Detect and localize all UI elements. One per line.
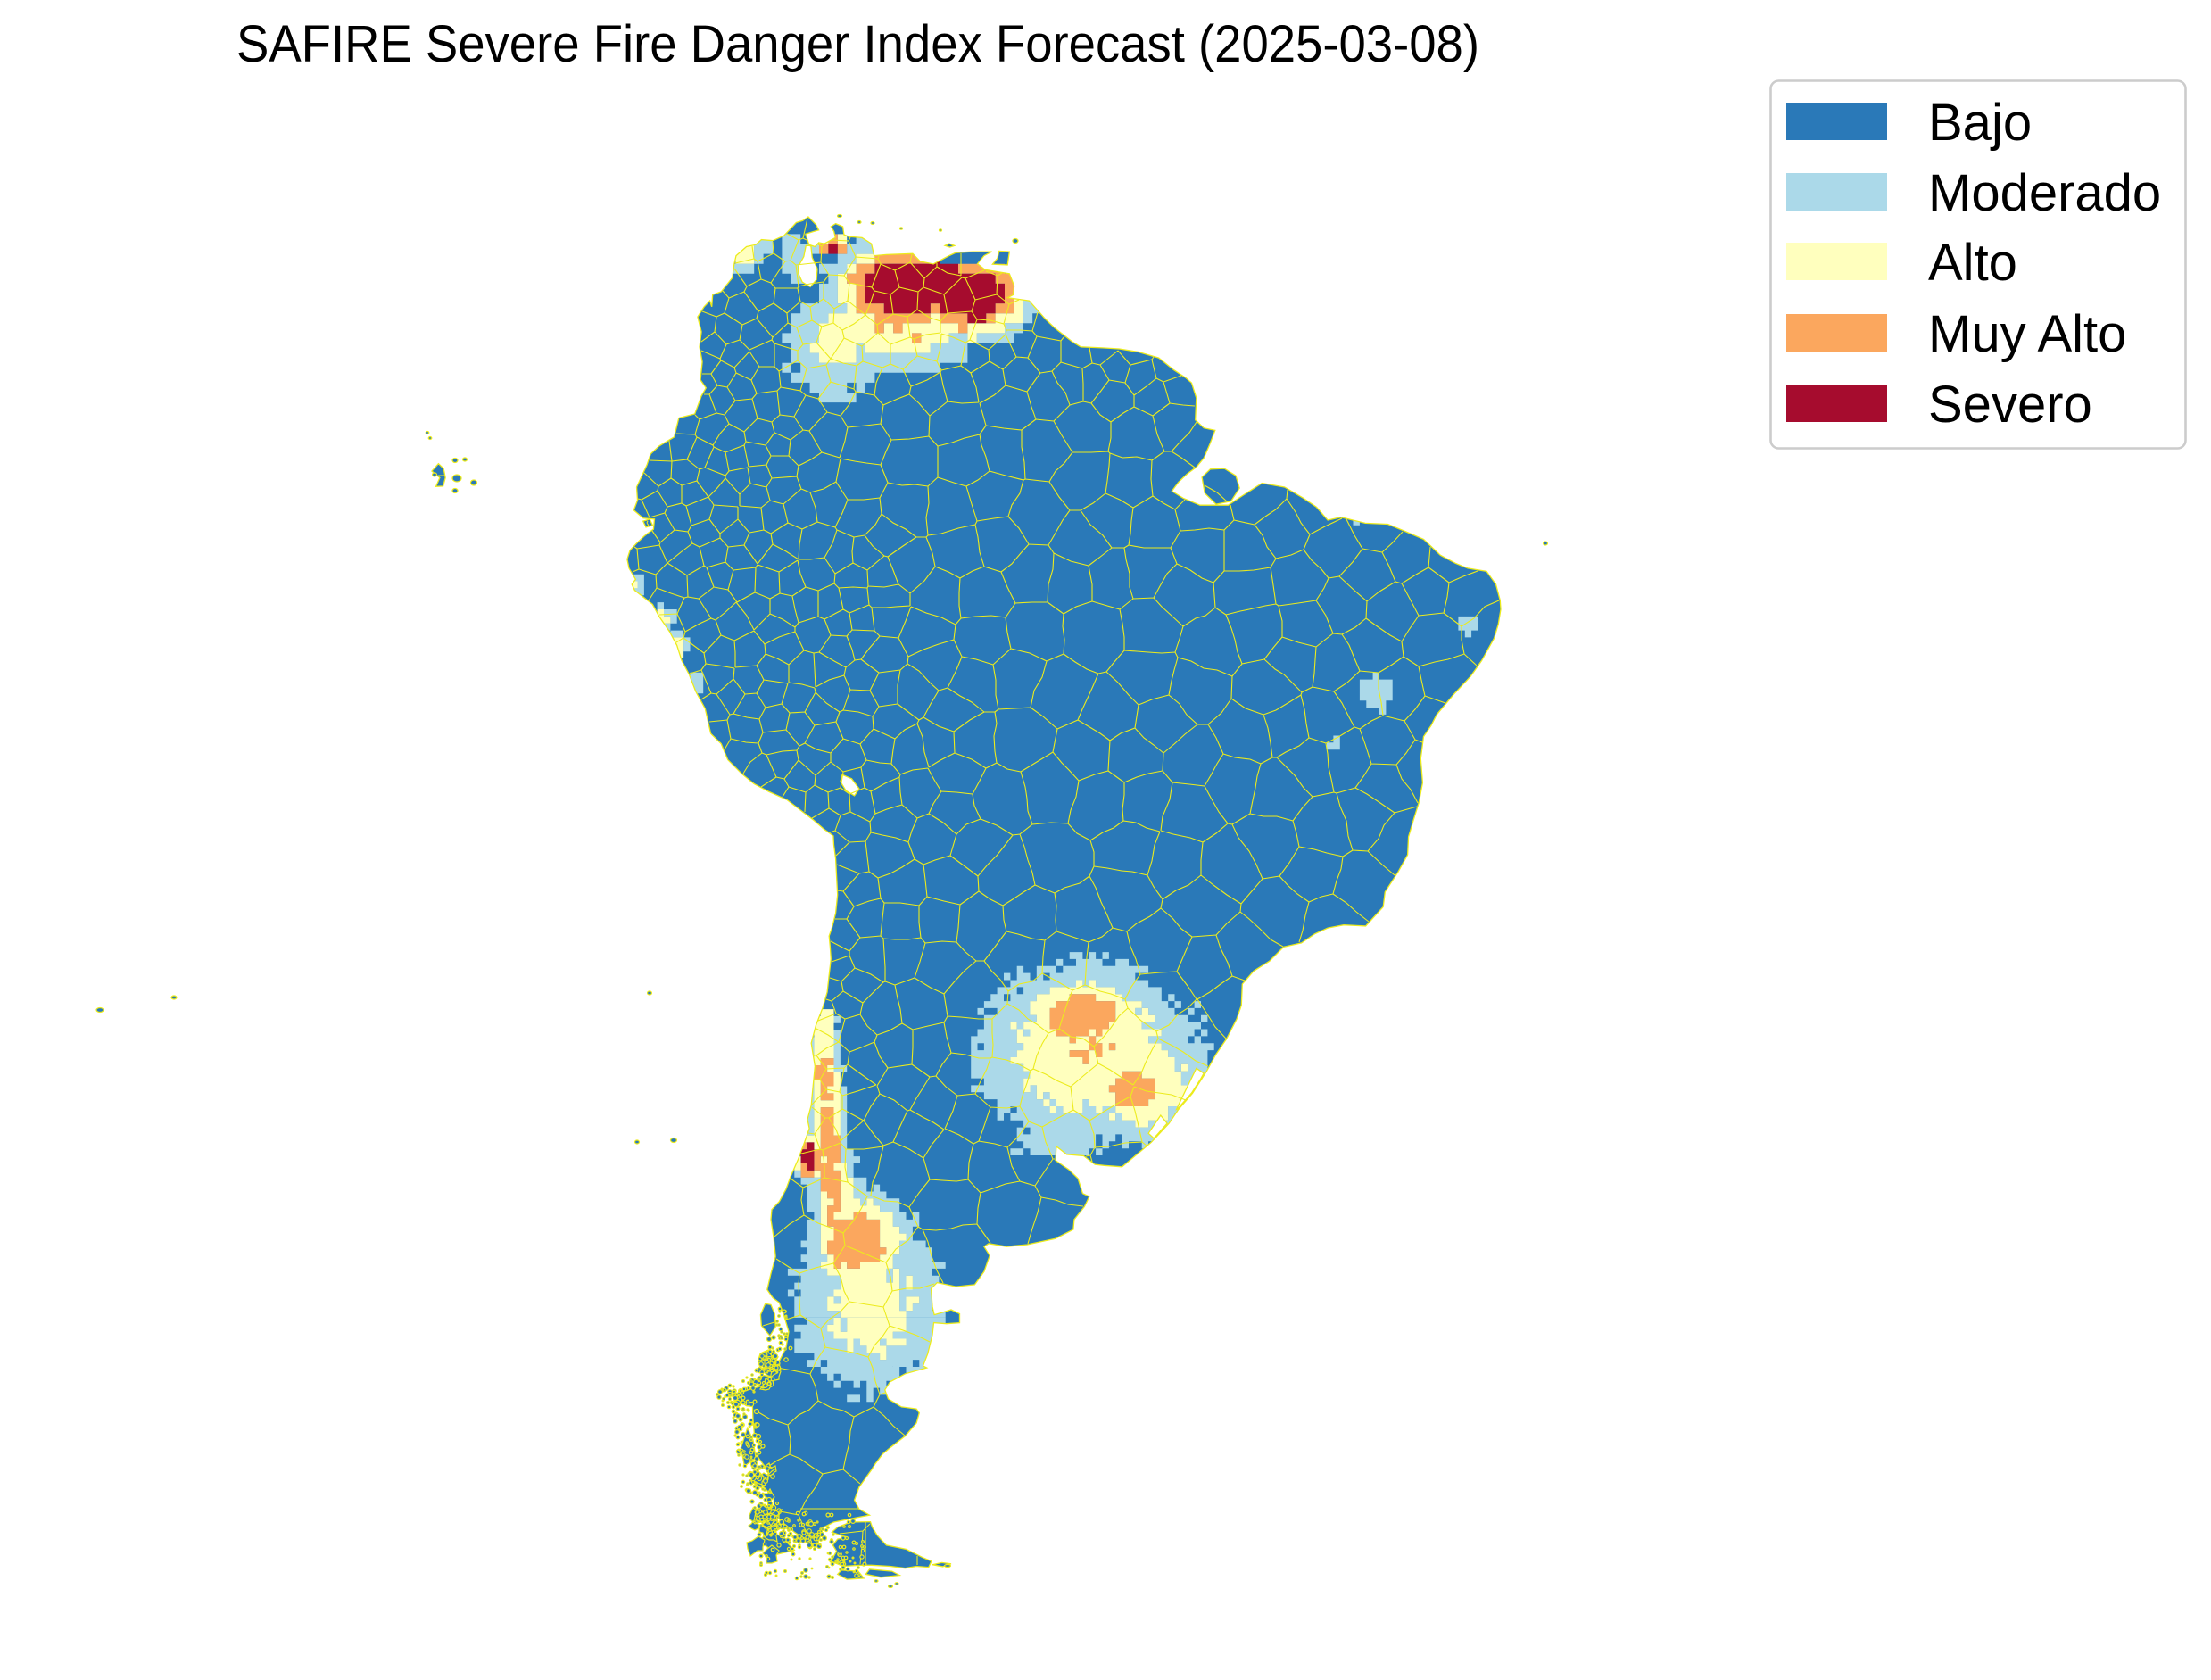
svg-text:Severo: Severo bbox=[1928, 376, 2092, 434]
svg-text:Moderado: Moderado bbox=[1928, 164, 2161, 222]
svg-text:SAFIRE Severe Fire Danger Inde: SAFIRE Severe Fire Danger Index Forecast… bbox=[236, 15, 1479, 73]
svg-text:Alto: Alto bbox=[1928, 234, 2017, 292]
svg-text:Muy Alto: Muy Alto bbox=[1928, 305, 2126, 363]
svg-text:Bajo: Bajo bbox=[1928, 94, 2032, 152]
